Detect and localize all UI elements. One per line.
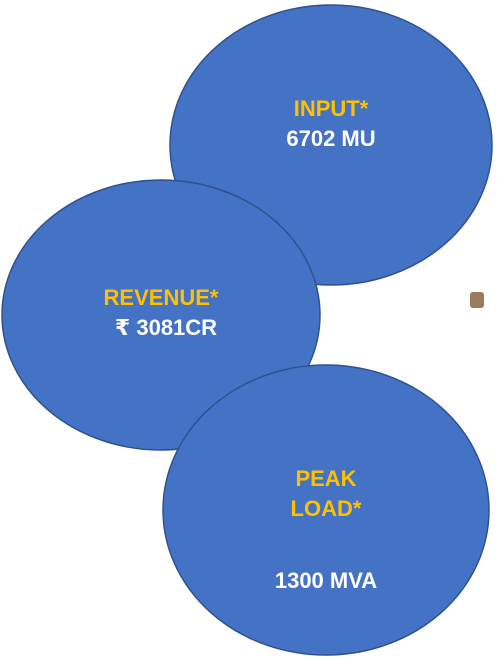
revenue-text: REVENUE* ₹ 3081CR: [61, 283, 261, 343]
revenue-value: ₹ 3081CR: [61, 313, 261, 343]
partial-icon: [470, 292, 484, 308]
revenue-label: REVENUE*: [61, 283, 261, 313]
input-value: 6702 MU: [231, 124, 431, 154]
peak-load-value-box: 1300 MVA: [226, 566, 426, 596]
infographic: INPUT* 6702 MU REVENUE* ₹ 3081CR PEAK LO…: [0, 0, 497, 662]
input-text: INPUT* 6702 MU: [231, 94, 431, 154]
peak-load-label-box: PEAK LOAD*: [276, 464, 376, 524]
peak-load-value: 1300 MVA: [226, 566, 426, 596]
peak-load-label: PEAK LOAD*: [276, 464, 376, 524]
input-label: INPUT*: [231, 94, 431, 124]
